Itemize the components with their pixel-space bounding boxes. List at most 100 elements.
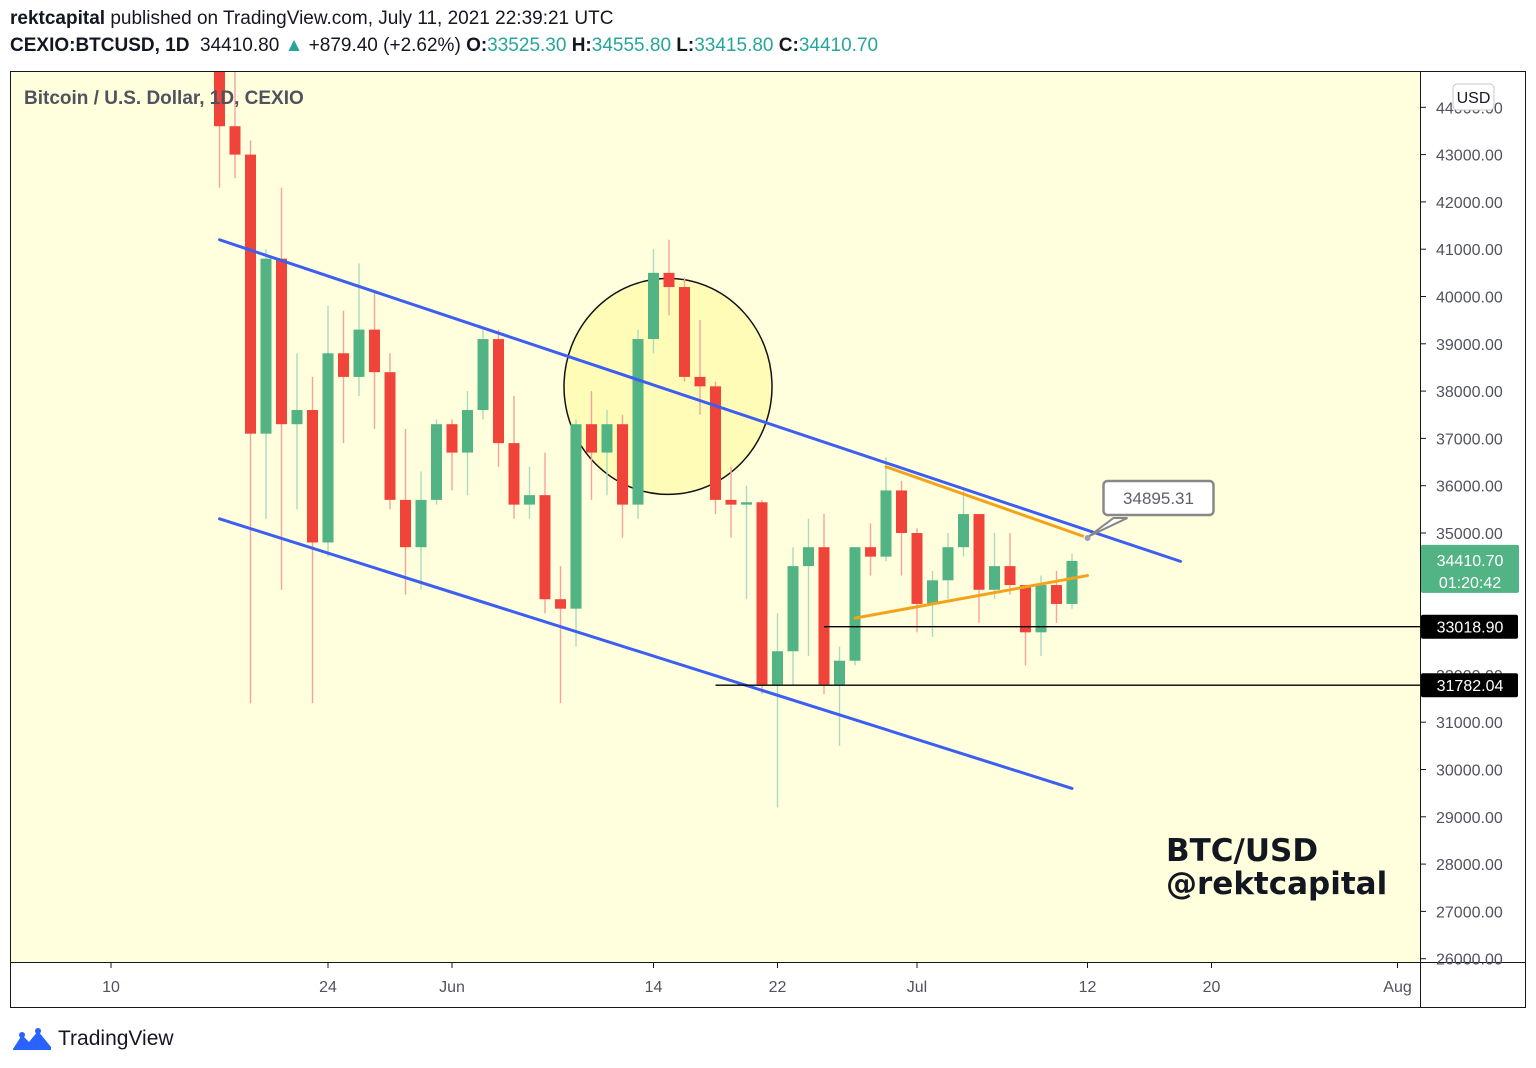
candle-body <box>307 410 318 543</box>
candle-body <box>601 424 613 453</box>
candle[interactable] <box>229 60 241 179</box>
candle[interactable] <box>245 140 256 704</box>
callout-label: 34895.31 <box>1123 489 1194 508</box>
price-axis[interactable]: 26000.00 27000.00 28000.00 29000.00 30000.00… <box>1420 100 1503 969</box>
y-tick-label: 31000.00 <box>1436 715 1503 732</box>
close-label: C: <box>778 35 799 56</box>
candle[interactable] <box>772 613 783 808</box>
candle[interactable] <box>1020 585 1031 666</box>
candle[interactable] <box>896 480 907 576</box>
candle[interactable] <box>446 419 458 491</box>
callout-anchor <box>1083 533 1092 542</box>
candle[interactable] <box>865 523 876 576</box>
candle[interactable] <box>958 490 969 557</box>
candle[interactable] <box>338 310 349 444</box>
candle[interactable] <box>276 187 287 590</box>
candle[interactable] <box>1035 575 1047 656</box>
candle[interactable] <box>989 533 1000 600</box>
candle-body <box>648 272 659 340</box>
candle-body <box>1035 585 1047 633</box>
candle[interactable] <box>400 428 411 595</box>
candle[interactable] <box>818 514 830 694</box>
candle-body <box>880 490 892 557</box>
candle[interactable] <box>214 0 225 188</box>
price-change: +879.40 (+2.62%) <box>308 35 461 56</box>
candle[interactable] <box>462 391 473 496</box>
candle[interactable] <box>415 471 427 590</box>
y-tick-label: 40000.00 <box>1436 290 1503 307</box>
wedge-lower-line <box>853 574 1089 620</box>
chart-header: rektcapital published on TradingView.com… <box>10 6 1520 60</box>
candle-body <box>415 499 427 548</box>
candle[interactable] <box>322 305 334 557</box>
countdown-label: 01:20:42 <box>1439 575 1501 592</box>
candle-body <box>276 258 287 425</box>
author-name[interactable]: rektcapital <box>10 8 106 29</box>
plot-area[interactable]: 34895.31 <box>214 0 1420 808</box>
price-tags: 34410.70 01:20:42 33018.90 31782.04 <box>1421 544 1519 698</box>
candle-body <box>663 272 675 288</box>
candle[interactable] <box>632 329 644 519</box>
candle[interactable] <box>756 499 768 694</box>
candle[interactable] <box>1051 570 1062 623</box>
x-tick-label: 20 <box>1203 979 1221 996</box>
candle[interactable] <box>307 376 318 704</box>
candle[interactable] <box>493 329 504 467</box>
candle[interactable] <box>524 466 535 519</box>
watermark: BTC/USD @rektcapital <box>1166 833 1387 902</box>
candle[interactable] <box>679 277 690 382</box>
candle-body <box>803 547 814 567</box>
candle[interactable] <box>1004 533 1016 595</box>
candle[interactable] <box>260 249 272 519</box>
candle[interactable] <box>601 410 613 496</box>
candle[interactable] <box>384 353 396 510</box>
x-tick-label: 14 <box>645 979 663 996</box>
candle[interactable] <box>648 249 659 354</box>
y-tick-label: 27000.00 <box>1436 904 1503 921</box>
candle[interactable] <box>973 514 985 623</box>
tradingview-logo-icon[interactable] <box>12 1027 52 1051</box>
candle[interactable] <box>849 547 861 666</box>
candle-body <box>741 502 752 505</box>
candle[interactable] <box>1066 553 1078 609</box>
candle[interactable] <box>942 533 954 600</box>
candle[interactable] <box>555 566 566 704</box>
candle[interactable] <box>477 329 489 420</box>
candle[interactable] <box>880 457 892 562</box>
candle[interactable] <box>725 466 737 538</box>
low-value: 33415.80 <box>694 35 774 56</box>
candle[interactable] <box>803 518 814 656</box>
candle[interactable] <box>710 381 721 515</box>
currency-badge[interactable]: USD <box>1452 83 1495 111</box>
chart-title: Bitcoin / U.S. Dollar, 1D, CEXIO <box>24 88 304 109</box>
candle[interactable] <box>539 452 551 614</box>
low-label: L: <box>676 35 695 56</box>
candle[interactable] <box>663 239 675 316</box>
close-value: 34410.70 <box>798 35 879 56</box>
candle[interactable] <box>508 395 520 519</box>
footer-brand[interactable]: TradingView <box>58 1027 174 1050</box>
y-tick-label: 35000.00 <box>1436 526 1503 543</box>
published-text: published on TradingView.com, July 11, 2… <box>105 8 614 29</box>
candle[interactable] <box>741 485 752 600</box>
y-tick-label: 41000.00 <box>1436 242 1503 259</box>
candle[interactable] <box>369 291 380 429</box>
candle[interactable] <box>586 391 597 500</box>
candle[interactable] <box>787 547 799 685</box>
time-axis[interactable]: 10 24 Jun 14 22 Jul 12 20 Aug <box>102 962 1412 996</box>
candle-body <box>384 372 396 500</box>
candle-body <box>1066 560 1078 604</box>
open-label: O: <box>466 35 488 56</box>
candle[interactable] <box>834 646 845 746</box>
candle-body <box>942 547 954 581</box>
x-tick-label: Jun <box>439 979 465 996</box>
candle[interactable] <box>617 414 628 538</box>
candle[interactable] <box>570 419 582 647</box>
candle-body <box>539 495 551 600</box>
level-price-label: 31782.04 <box>1437 678 1504 695</box>
candle[interactable] <box>911 528 923 633</box>
candle[interactable] <box>431 419 442 505</box>
candle[interactable] <box>291 353 303 510</box>
candle-body <box>772 651 783 685</box>
